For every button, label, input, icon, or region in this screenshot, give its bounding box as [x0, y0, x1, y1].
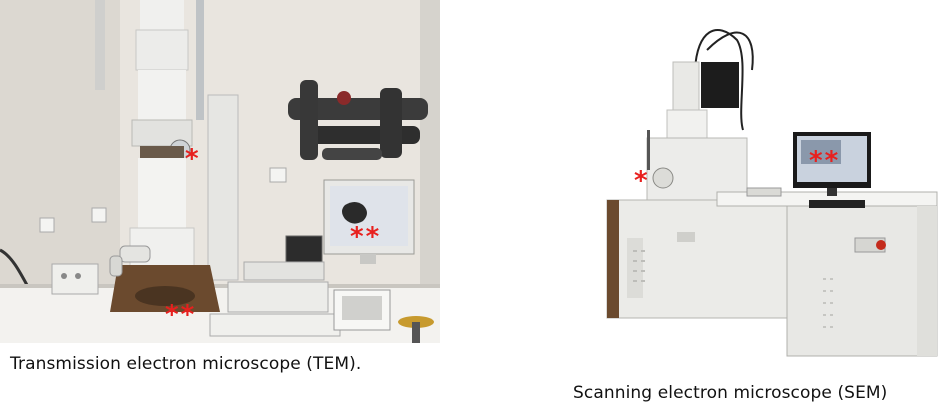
sem-chamber-marker: *: [634, 166, 650, 196]
sem-caption: Scanning electron microscope (SEM): [573, 383, 888, 403]
sem-photo-drawing: [587, 10, 943, 368]
tem-screen-marker: **: [350, 222, 382, 252]
tem-column-marker: *: [185, 144, 201, 174]
tem-photo-drawing: [0, 0, 440, 343]
tem-photo: * ** **: [0, 0, 440, 343]
tem-stage-marker: **: [165, 300, 197, 330]
tem-caption: Transmission electron microscope (TEM).: [10, 354, 362, 374]
sem-photo: * **: [587, 10, 943, 368]
sem-screen-marker: **: [809, 146, 841, 176]
